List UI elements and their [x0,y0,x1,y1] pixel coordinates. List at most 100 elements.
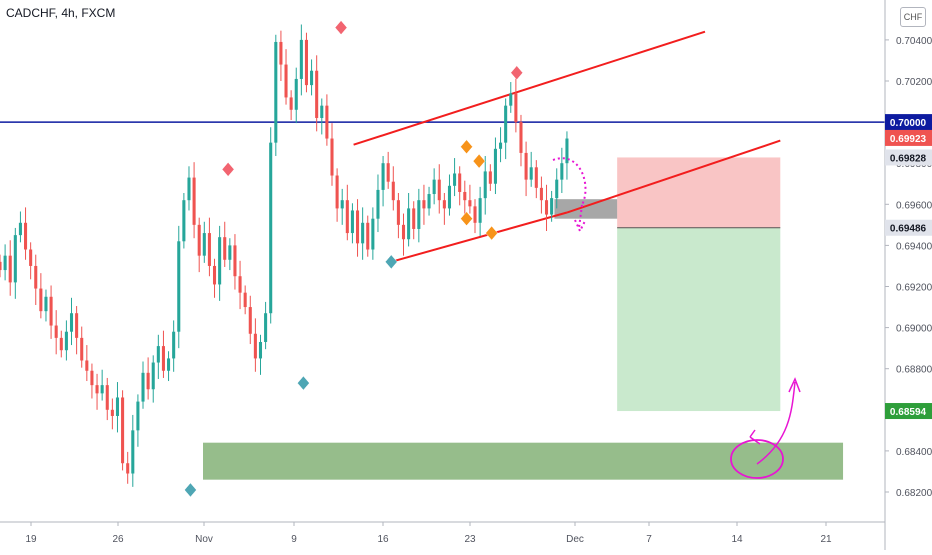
candle [238,276,242,293]
candle [233,245,237,277]
candle [381,163,385,190]
candle [493,148,497,184]
price-tag-label: 0.70000 [890,118,927,129]
candle [294,78,298,110]
candle [432,179,436,195]
price-tag-target [885,403,932,420]
price-tag-level [885,114,932,131]
pivot-marker [334,20,348,35]
candle [463,191,467,201]
candle [115,397,120,416]
candle [253,333,257,359]
candle [182,200,186,242]
candle [437,179,441,201]
candle [315,70,319,118]
candle [320,105,324,118]
price-tick-label: 0.70200 [896,77,932,88]
candle [141,372,145,402]
candle [177,241,181,332]
candle [310,70,314,86]
candle [483,171,487,199]
channel-upper-line [353,30,706,146]
candle [524,152,528,180]
candle [340,200,344,209]
target-circle [730,439,784,479]
demand-zone [203,442,844,480]
time-tick-label: 7 [646,534,652,545]
candle [136,401,140,431]
candle [345,200,349,234]
candle [447,185,452,209]
candle [29,249,33,266]
pivot-marker [510,65,524,81]
candle [69,313,74,332]
candle [529,167,533,180]
candle [228,245,232,260]
candle [121,397,125,464]
candle [422,200,426,209]
candle [366,222,370,250]
channel-lower-extension [566,139,781,214]
candle [187,177,191,201]
candle [34,265,38,289]
circle-arrowhead [749,429,761,445]
candle [39,288,43,312]
candle [64,331,68,351]
candle [269,142,273,314]
candle [156,346,160,363]
candle [458,173,462,192]
candle [75,313,79,338]
candle [126,463,130,474]
pivot-marker [221,161,235,177]
pivot-marker [384,254,398,270]
pivot-marker [472,153,486,169]
candle [197,224,201,256]
candle [24,222,28,250]
candle [539,187,543,201]
price-tag-label: 0.69486 [890,224,927,235]
candle [325,105,329,139]
candle [473,206,477,223]
candle [212,265,217,285]
candle [264,313,268,342]
candle [499,142,503,149]
candle [90,370,94,386]
pivot-marker [485,225,498,241]
candle [396,200,400,225]
candle [100,385,104,394]
candle [560,163,564,180]
candle [44,296,48,312]
time-tick-label: 26 [112,534,124,545]
candle [18,222,22,236]
price-tick-label: 0.68200 [896,488,932,499]
time-tick-label: 16 [377,534,389,545]
candle [8,255,12,283]
candle [519,122,523,153]
pivot-marker [460,139,473,155]
candle [356,210,360,244]
small-zone [554,199,618,219]
price-tick-label: 0.70400 [896,36,932,47]
time-tick-label: 23 [464,534,476,545]
candle [544,200,549,215]
time-tick-label: 19 [25,534,37,545]
candle [289,97,293,110]
candle [192,177,196,225]
candle [442,200,446,209]
candle [407,208,411,240]
candle [54,325,58,338]
time-tick-label: 21 [820,534,832,545]
candle [243,292,247,308]
price-tick-label: 0.69400 [896,241,932,252]
candle [279,41,283,65]
price-tick-label: 0.69200 [896,283,932,294]
price-tag-label: 0.69828 [890,153,927,164]
time-tick-label: 9 [291,534,297,545]
candle [391,181,395,201]
candle [550,198,554,215]
price-tag-label: 0.68594 [890,407,927,418]
currency-button[interactable]: CHF [900,7,926,27]
candle [274,41,278,143]
